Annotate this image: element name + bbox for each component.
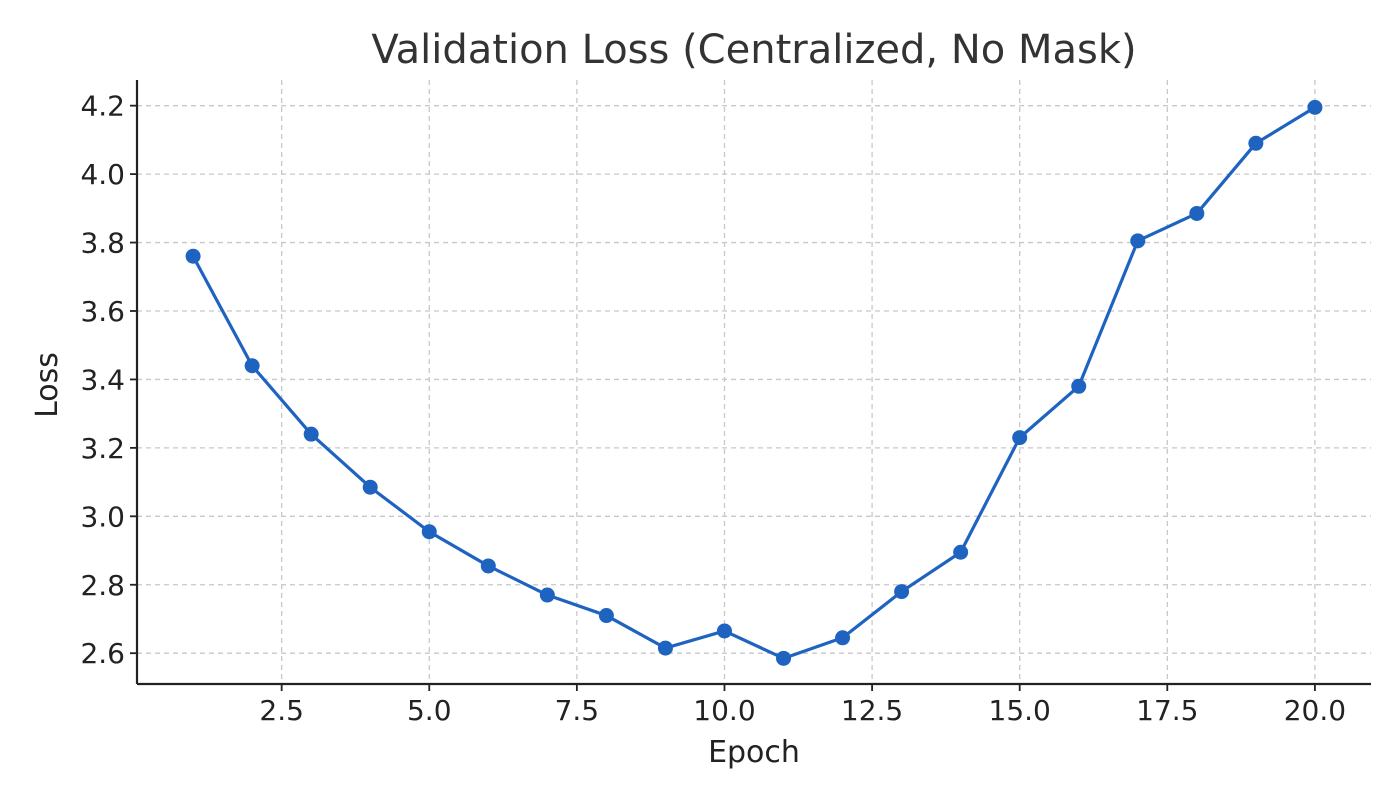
y-tick-label: 3.6 — [80, 295, 125, 328]
x-tick-label: 17.5 — [1136, 694, 1198, 727]
ticks-layer: 2.5 5.0 7.5 10.0 12.5 15.0 17.5 20.0 2.6 2.8 3.0 3.… — [80, 90, 1346, 727]
x-axis-label: Epoch — [708, 735, 800, 770]
data-point — [539, 587, 555, 603]
data-point — [1307, 99, 1323, 115]
y-tick-label: 4.0 — [80, 158, 125, 191]
data-point — [421, 524, 437, 540]
y-tick-label: 3.4 — [80, 363, 125, 396]
x-tick-label: 7.5 — [555, 694, 600, 727]
y-axis-label: Loss — [30, 352, 65, 418]
x-tick-label: 12.5 — [841, 694, 903, 727]
data-point — [1189, 205, 1205, 221]
data-point — [480, 558, 496, 574]
data-point — [716, 623, 732, 639]
chart-title: Validation Loss (Centralized, No Mask) — [371, 27, 1136, 73]
series-layer — [185, 99, 1323, 666]
y-tick-label: 3.8 — [80, 227, 125, 260]
axes-layer — [135, 80, 1371, 686]
data-point — [185, 248, 201, 264]
x-tick-label: 2.5 — [259, 694, 304, 727]
y-tick-label: 2.6 — [80, 637, 125, 670]
data-point — [1012, 430, 1028, 446]
data-point — [657, 640, 673, 656]
series-line — [191, 105, 1317, 660]
y-tick-label: 3.0 — [80, 500, 125, 533]
x-tick-label: 5.0 — [407, 694, 452, 727]
data-point — [244, 358, 260, 374]
data-point — [835, 630, 851, 646]
data-point — [303, 426, 319, 442]
data-point — [776, 650, 792, 666]
data-point — [1130, 233, 1146, 249]
y-tick-label: 2.8 — [80, 569, 125, 602]
x-tick-label: 20.0 — [1284, 694, 1346, 727]
data-point — [598, 608, 614, 624]
x-tick-label: 15.0 — [989, 694, 1051, 727]
y-tick-label: 4.2 — [80, 90, 125, 123]
grid-layer — [137, 80, 1371, 684]
data-point — [894, 584, 910, 600]
x-tick-label: 10.0 — [693, 694, 755, 727]
data-point — [953, 544, 969, 560]
data-point — [1071, 378, 1087, 394]
data-point — [1248, 135, 1264, 151]
data-point — [362, 479, 378, 495]
y-tick-label: 3.2 — [80, 432, 125, 465]
